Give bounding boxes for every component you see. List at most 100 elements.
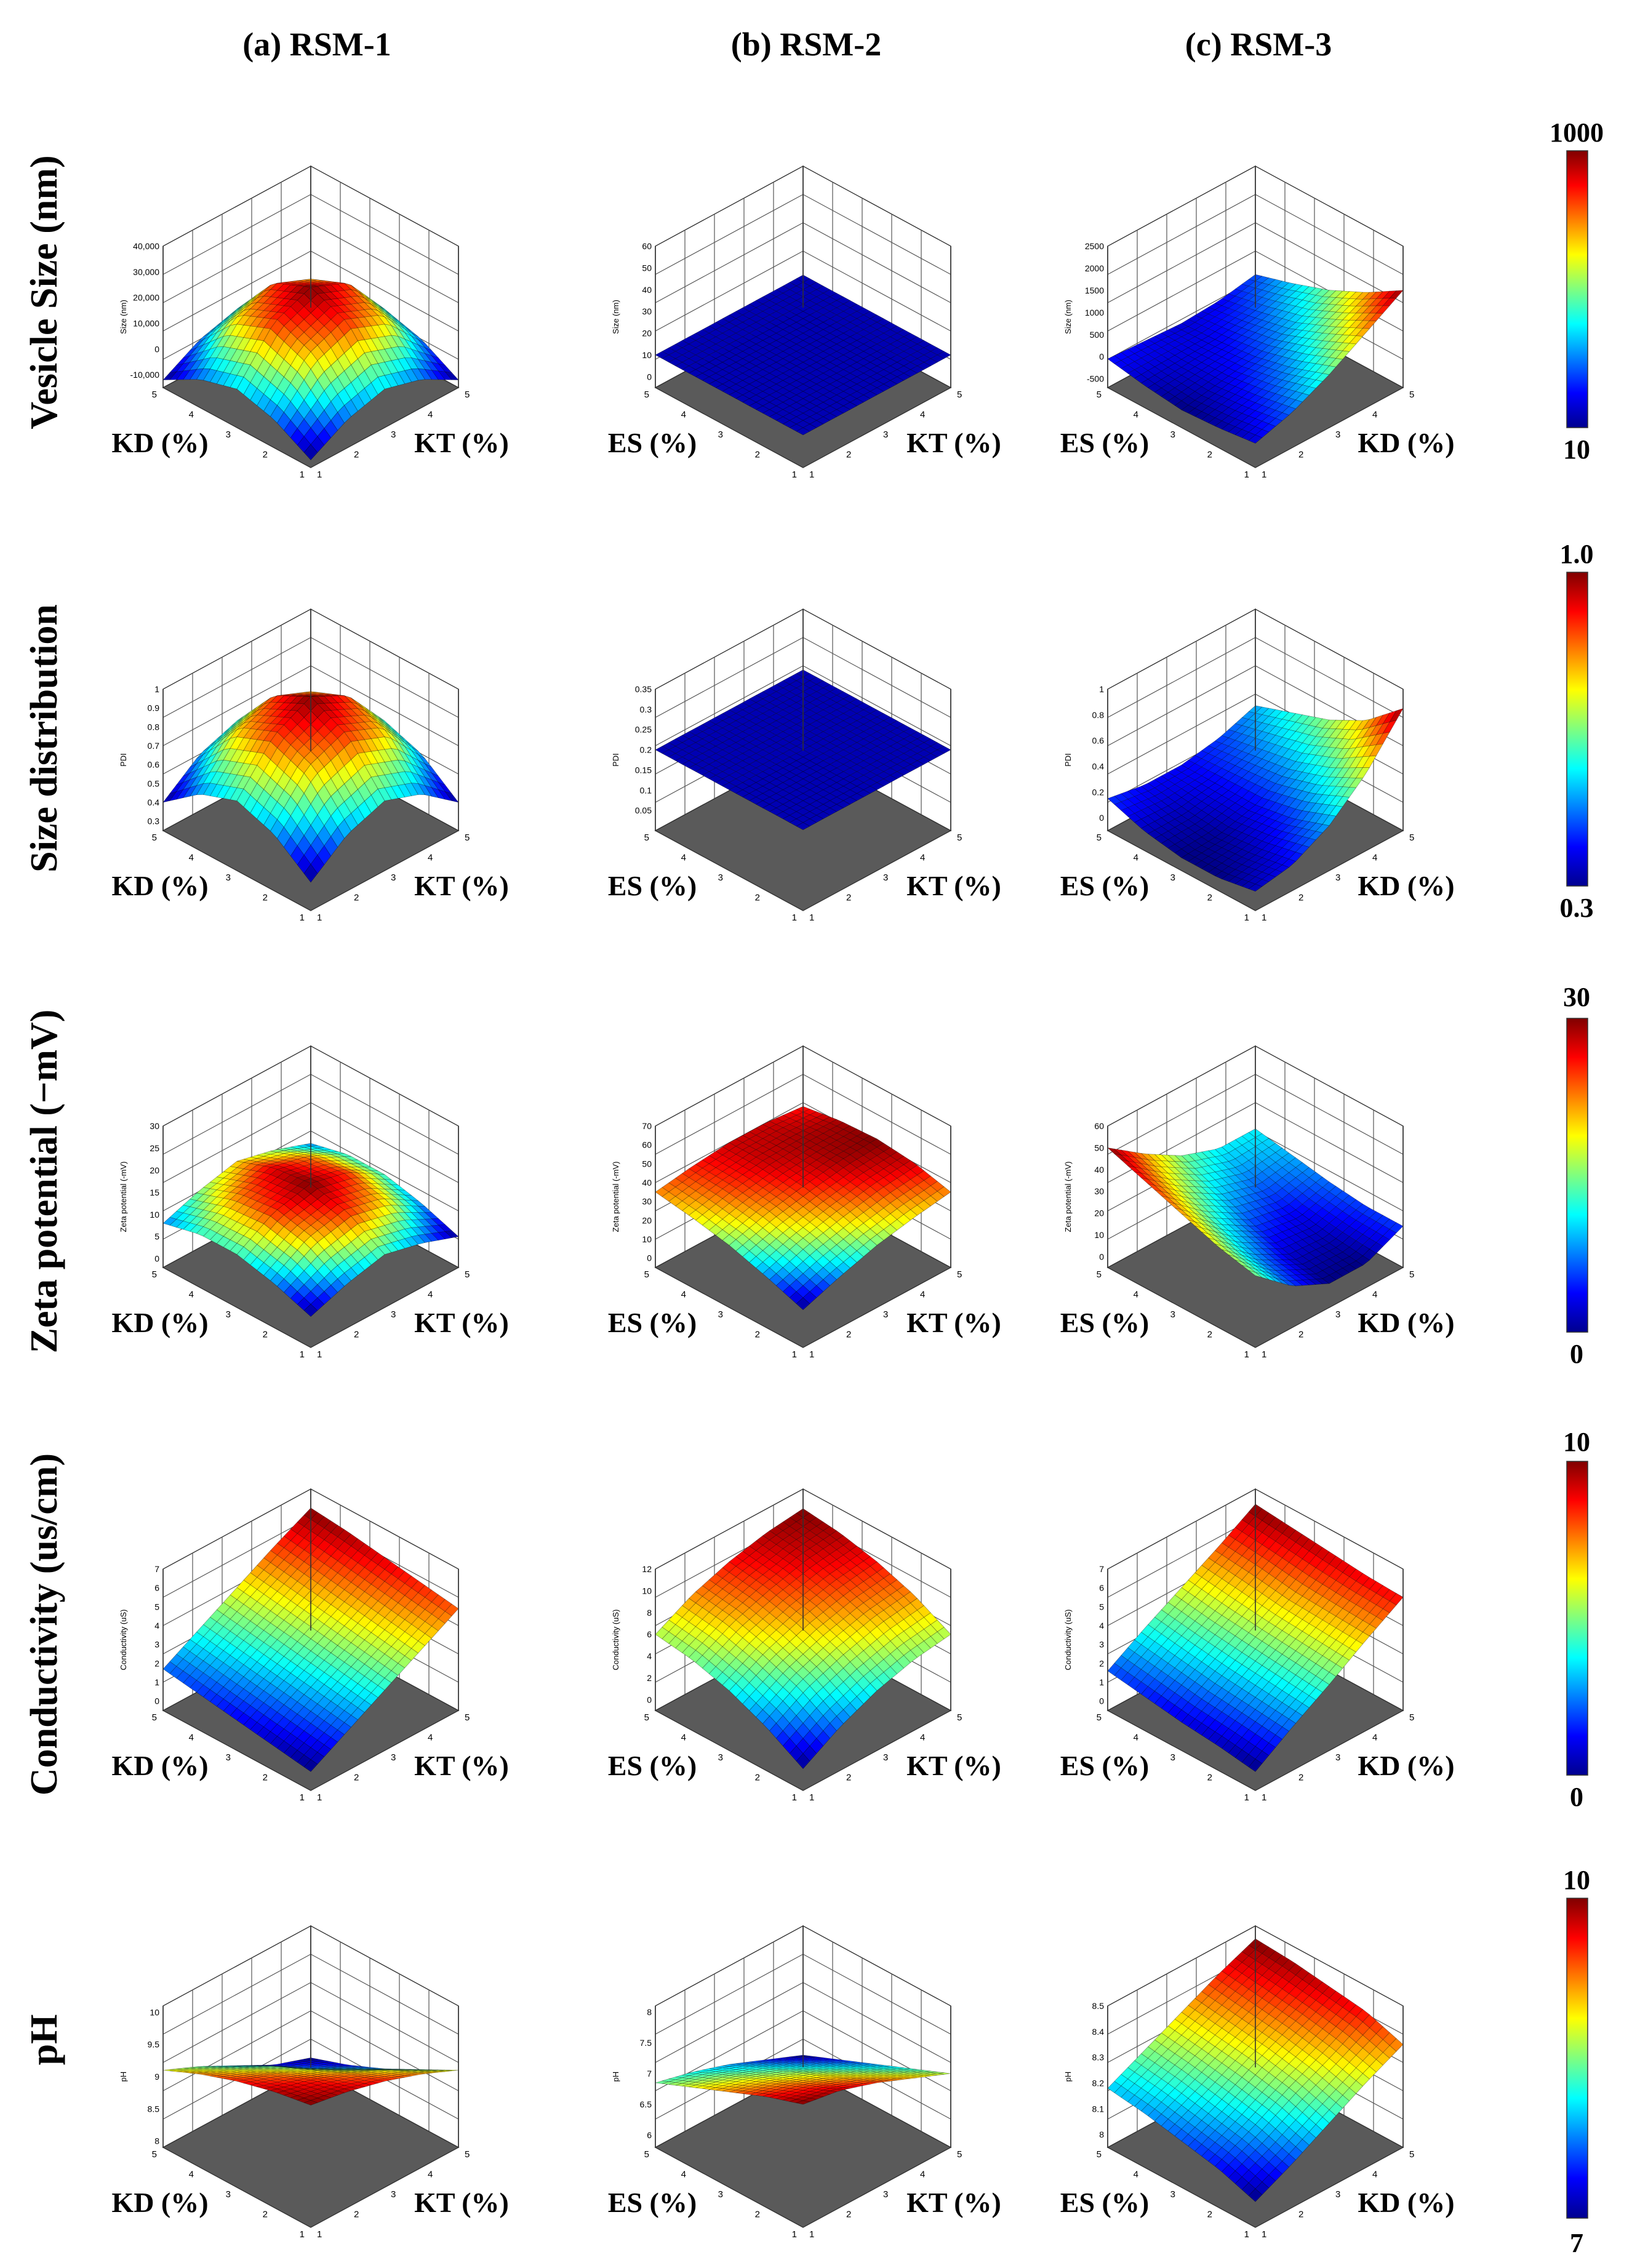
y-axis-name: KD (%) bbox=[1358, 870, 1454, 901]
z-tick-label: 40 bbox=[642, 1178, 652, 1188]
x-tick-label: 1 bbox=[792, 912, 797, 923]
y-tick-label: 1 bbox=[809, 912, 814, 923]
z-tick-label: 0 bbox=[647, 372, 652, 381]
x-tick-label: 2 bbox=[263, 1330, 268, 1340]
z-tick-label: 2000 bbox=[1085, 263, 1104, 273]
z-tick-label: 30 bbox=[642, 1197, 652, 1207]
y-axis-name: KD (%) bbox=[1358, 427, 1454, 458]
surface-cell bbox=[410, 341, 426, 354]
surface-cell bbox=[377, 336, 392, 349]
x-tick-label: 5 bbox=[152, 389, 157, 400]
z-tick-label: 60 bbox=[642, 1140, 652, 1150]
surface-cell bbox=[196, 341, 211, 354]
surface-cell bbox=[377, 324, 392, 337]
z-tick-label: 0.2 bbox=[640, 745, 652, 755]
x-tick-label: 4 bbox=[1134, 1290, 1138, 1300]
y-tick-label: 4 bbox=[1372, 853, 1377, 863]
y-tick-label: 4 bbox=[428, 410, 433, 420]
z-tick-label: 0.7 bbox=[148, 741, 160, 751]
surface-cell bbox=[330, 282, 345, 284]
surface-cell bbox=[324, 299, 338, 307]
surface-cell bbox=[337, 405, 351, 423]
surface-cell bbox=[343, 311, 359, 319]
column-title-rsm-3: (c) RSM-3 bbox=[1185, 26, 1332, 63]
colorbar-min-label: 0.3 bbox=[1560, 893, 1594, 923]
surface-cell bbox=[290, 280, 305, 283]
y-tick-label: 5 bbox=[957, 833, 962, 843]
x-tick-label: 1 bbox=[1244, 1349, 1249, 1360]
row-titles: Vesicle Size (nm) Size distribution Zeta… bbox=[23, 155, 65, 2065]
z-axis-label: Size (nm) bbox=[119, 300, 128, 334]
surface-cell bbox=[438, 370, 452, 380]
x-tick-label: 3 bbox=[1170, 1309, 1175, 1320]
surface-cell bbox=[182, 347, 197, 359]
z-tick-label: 20 bbox=[1094, 1208, 1104, 1218]
z-tick-label: 5 bbox=[154, 1232, 159, 1242]
x-tick-label: 1 bbox=[1244, 469, 1249, 480]
surface-cell bbox=[364, 302, 379, 311]
surface-cell bbox=[210, 321, 224, 332]
x-axis-name: ES (%) bbox=[608, 870, 697, 901]
surface-cell bbox=[364, 295, 378, 307]
x-tick-label: 1 bbox=[1244, 912, 1249, 923]
surface-cell bbox=[351, 393, 365, 412]
colorbar-row-3: 30 0 bbox=[1563, 982, 1590, 1369]
x-tick-label: 4 bbox=[1134, 410, 1138, 420]
surface-cell bbox=[324, 420, 338, 438]
z-tick-label: 0 bbox=[1099, 352, 1104, 362]
surface-cell bbox=[317, 282, 331, 284]
surface-cell bbox=[398, 321, 412, 332]
z-tick-label: 0.4 bbox=[1092, 761, 1105, 771]
colorbar-gradient bbox=[1566, 150, 1588, 428]
surface-cell bbox=[364, 297, 378, 309]
z-axis-label: PDI bbox=[1063, 753, 1073, 767]
row-title-size-distribution: Size distribution bbox=[23, 604, 65, 872]
surface-cell bbox=[337, 353, 351, 372]
y-tick-label: 1 bbox=[1262, 912, 1266, 923]
x-tick-label: 4 bbox=[189, 1290, 194, 1300]
x-tick-label: 4 bbox=[681, 410, 686, 420]
z-tick-label: 70 bbox=[642, 1121, 652, 1131]
surface-cell bbox=[303, 389, 318, 410]
x-axis-name: ES (%) bbox=[608, 1307, 697, 1338]
z-axis-label: Zeta potential (-mV) bbox=[611, 1162, 620, 1232]
y-axis-name: KT (%) bbox=[414, 1307, 509, 1338]
x-tick-label: 5 bbox=[1097, 389, 1102, 400]
y-axis-name: KT (%) bbox=[414, 427, 509, 458]
x-tick-label: 3 bbox=[226, 429, 231, 440]
z-axis-label: Zeta potential (-mV) bbox=[119, 1162, 128, 1232]
z-tick-label: 0.3 bbox=[148, 817, 160, 826]
z-axis-label: PDI bbox=[119, 753, 128, 767]
surface-cell bbox=[417, 368, 432, 380]
surface-cell bbox=[297, 436, 311, 453]
x-tick-label: 3 bbox=[1170, 872, 1175, 883]
z-tick-label: 60 bbox=[642, 241, 652, 251]
surface-cell bbox=[398, 357, 412, 371]
z-tick-label: 2500 bbox=[1085, 241, 1104, 251]
surface-cell bbox=[223, 360, 238, 374]
z-axis-label: PDI bbox=[611, 753, 620, 767]
z-tick-label: 0 bbox=[154, 344, 159, 354]
x-tick-label: 4 bbox=[681, 853, 686, 863]
colorbar-min-label: 7 bbox=[1570, 2228, 1583, 2258]
z-tick-label: 1 bbox=[1099, 684, 1104, 694]
x-tick-label: 5 bbox=[152, 833, 157, 843]
y-tick-label: 2 bbox=[1298, 450, 1303, 460]
surface-cell bbox=[417, 359, 433, 370]
y-tick-label: 5 bbox=[465, 833, 470, 843]
surface-cell bbox=[317, 280, 331, 283]
z-tick-label: 20 bbox=[642, 1215, 652, 1225]
surface-cell bbox=[344, 346, 358, 365]
surface-cell bbox=[216, 325, 231, 340]
surface-cell bbox=[284, 420, 298, 438]
colorbar-gradient bbox=[1566, 1461, 1588, 1776]
surface-cell bbox=[364, 364, 378, 383]
x-tick-label: 1 bbox=[300, 1349, 305, 1360]
